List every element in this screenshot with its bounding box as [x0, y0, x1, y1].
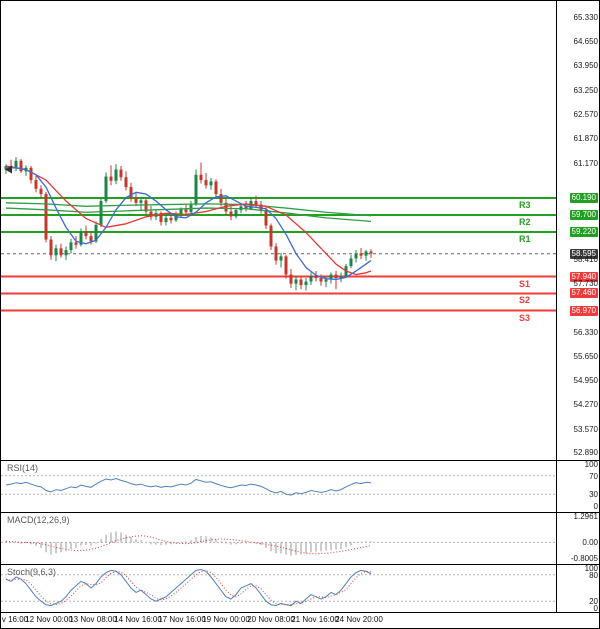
candle-up [294, 279, 298, 284]
candle-up [279, 256, 283, 261]
candle-down [44, 194, 48, 240]
candle-down [284, 256, 288, 275]
candle-down [204, 180, 208, 186]
candle-up [54, 248, 58, 256]
candle-down [74, 242, 78, 245]
candle-down [119, 169, 123, 178]
candle-up [354, 253, 358, 259]
stoch-k [5, 569, 372, 607]
ma-blue-line [6, 167, 372, 281]
candle-down [244, 206, 248, 209]
candle-down [149, 211, 153, 217]
ma-green-upper-line [5, 202, 372, 217]
candle-down [299, 279, 303, 286]
candle-down [214, 181, 218, 195]
candle-down [159, 212, 163, 223]
candle-down [264, 209, 268, 226]
candle-up [114, 169, 118, 181]
candle-down [274, 246, 278, 261]
candle-up [349, 258, 353, 267]
candle-up [94, 224, 98, 242]
rsi-line [5, 478, 372, 496]
candle-down [359, 253, 363, 256]
candle-down [199, 174, 203, 181]
candle-up [304, 281, 308, 286]
candle-down [84, 231, 88, 237]
candle-down [89, 236, 93, 242]
candle-up [104, 176, 108, 202]
candle-down [259, 204, 263, 210]
left-arrow-marker-icon [5, 165, 12, 174]
candle-up [164, 217, 168, 223]
candle-down [229, 211, 233, 217]
candle-up [234, 210, 238, 217]
candle-down [319, 278, 323, 282]
candle-down [144, 200, 148, 212]
candle-up [339, 275, 343, 279]
candle-down [49, 239, 53, 256]
candle-up [209, 181, 213, 186]
stoch-d [5, 569, 372, 606]
candle-down [224, 202, 228, 212]
candle-down [289, 274, 293, 284]
candle-down [134, 198, 138, 203]
candle-down [19, 160, 23, 172]
ma-green-lower-line [5, 207, 372, 222]
candle-down [34, 180, 38, 189]
candle-up [194, 174, 198, 204]
candle-up [364, 251, 368, 256]
candle-down [109, 176, 113, 181]
candle-down [129, 187, 133, 199]
candle-down [39, 188, 43, 195]
candle-up [69, 242, 73, 251]
candle-up [139, 200, 143, 203]
candle-down [219, 194, 223, 203]
candle-up [99, 201, 103, 225]
candle-up [14, 160, 18, 168]
candle-down [269, 225, 273, 247]
candle-down [59, 248, 63, 256]
candle-up [309, 275, 313, 282]
candle-down [334, 274, 338, 279]
candle-down [314, 275, 318, 279]
candle-up [329, 274, 333, 280]
candle-down [254, 201, 258, 205]
candle-down [124, 177, 128, 188]
candle-up [79, 231, 83, 245]
candle-down [369, 251, 373, 254]
macd-signal [5, 535, 372, 555]
candle-down [29, 167, 33, 181]
candle-up [324, 279, 328, 282]
candle-up [179, 209, 183, 215]
ma-red-line [5, 165, 372, 276]
candle-up [64, 250, 68, 256]
candle-down [169, 217, 173, 221]
candle-down [184, 209, 188, 213]
